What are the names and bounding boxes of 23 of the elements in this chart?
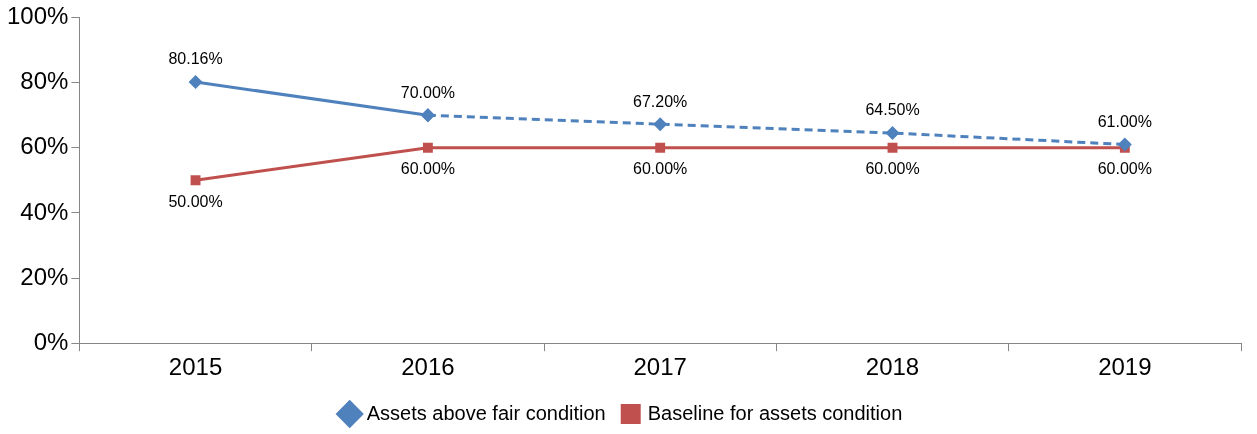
- data-label: 70.00%: [400, 83, 455, 101]
- x-tick-label: 2016: [401, 353, 455, 381]
- y-tick-label: 60%: [20, 132, 69, 160]
- data-label: 60.00%: [1097, 160, 1152, 178]
- y-tick-label: 20%: [20, 262, 69, 290]
- legend-label: Assets above fair condition: [366, 401, 606, 424]
- data-label: 50.00%: [168, 192, 223, 210]
- x-tick-label: 2015: [168, 353, 223, 381]
- x-tick-label: 2018: [865, 353, 920, 381]
- data-label: 80.16%: [168, 50, 223, 68]
- y-tick-label: 0%: [33, 327, 69, 355]
- x-tick-label: 2017: [633, 353, 687, 381]
- y-tick-label: 100%: [6, 2, 69, 30]
- data-label: 64.50%: [865, 101, 920, 119]
- x-tick-label: 2019: [1098, 353, 1152, 381]
- legend-label: Baseline for assets condition: [647, 401, 903, 424]
- data-label: 67.20%: [633, 92, 688, 110]
- data-label: 60.00%: [400, 160, 455, 178]
- y-tick-label: 40%: [20, 197, 69, 225]
- data-label: 60.00%: [865, 160, 920, 178]
- y-tick-label: 80%: [20, 67, 69, 95]
- data-label: 61.00%: [1097, 112, 1152, 130]
- data-label: 60.00%: [633, 160, 688, 178]
